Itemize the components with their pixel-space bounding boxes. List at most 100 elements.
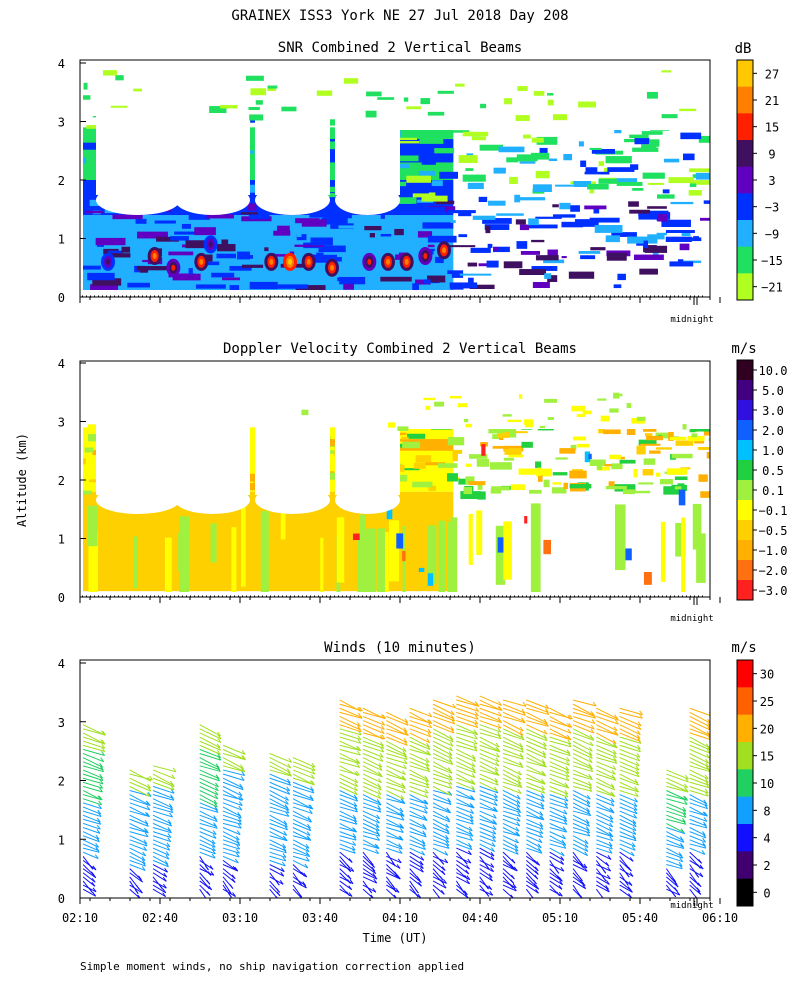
snr-cell <box>380 276 412 282</box>
snr-cell <box>589 217 620 223</box>
doppler-cell <box>570 444 577 451</box>
snr-cell <box>468 277 474 286</box>
wind-barb-flag <box>566 760 570 766</box>
wind-barb <box>222 835 240 844</box>
wind-barb-flag <box>375 826 380 832</box>
wind-barb-flag <box>609 818 614 823</box>
wind-barb-flag <box>285 812 290 817</box>
wind-barb <box>199 761 220 771</box>
wind-barb <box>269 851 287 858</box>
doppler-cell <box>547 417 554 420</box>
wind-barb-flag <box>450 726 455 731</box>
wind-barb <box>432 818 450 829</box>
wind-barb <box>479 753 500 763</box>
wind-barb-flag <box>608 827 613 832</box>
colorbar-swatch <box>737 540 753 561</box>
snr-cell <box>115 75 124 81</box>
doppler-cell <box>604 464 612 467</box>
wind-barb <box>83 781 103 789</box>
snr-cell <box>689 183 697 188</box>
snr-cell <box>643 240 649 248</box>
wind-barb-flag <box>492 829 497 835</box>
snr-cell <box>399 137 417 141</box>
wind-barb-flag <box>241 750 246 755</box>
snr-gap <box>255 185 330 215</box>
snr-cell <box>632 147 659 152</box>
wind-barb-flag <box>588 751 593 756</box>
wind-barb <box>666 864 683 870</box>
wind-barb <box>456 827 473 836</box>
wind-barb <box>689 707 710 716</box>
wind-barb <box>619 884 633 893</box>
wind-barb <box>222 851 240 858</box>
snr-midnight-label: midnight <box>670 315 713 325</box>
snr-cell <box>322 205 337 211</box>
wind-barb-flag <box>695 896 698 898</box>
wind-barb <box>689 827 706 836</box>
wind-barb <box>549 736 572 745</box>
doppler-cell <box>571 405 586 412</box>
wind-barb <box>666 818 686 825</box>
wind-barb <box>596 707 618 720</box>
y-tick-label: 1 <box>58 533 65 547</box>
wind-barb <box>572 736 594 747</box>
wind-barb <box>432 769 452 779</box>
wind-barb <box>152 798 173 809</box>
doppler-cell <box>666 468 687 475</box>
wind-barb <box>129 872 143 883</box>
doppler-cell <box>613 392 620 399</box>
wind-barb-flag <box>216 743 221 749</box>
wind-barb-flag <box>519 731 524 736</box>
wind-barb-flag <box>211 839 216 845</box>
wind-barb-flag <box>206 891 211 896</box>
wind-barb <box>339 765 359 777</box>
wind-barb <box>502 703 526 714</box>
wind-barb-flag <box>474 723 479 728</box>
snr-cell <box>168 251 194 256</box>
doppler-cell <box>489 462 512 470</box>
wind-barb <box>386 790 405 800</box>
colorbar-swatch <box>737 273 753 301</box>
y-tick-label: 3 <box>58 416 65 430</box>
wind-barb-flag <box>395 888 400 893</box>
wind-barb-flag <box>306 835 311 841</box>
snr-plot-area <box>83 62 710 297</box>
doppler-cell <box>677 483 685 489</box>
doppler-streak <box>402 526 406 597</box>
wind-barb <box>199 839 216 848</box>
doppler-cell <box>524 516 528 524</box>
colorbar-label: 8 <box>763 804 770 818</box>
wind-barb <box>362 744 384 753</box>
wind-barb <box>479 859 495 868</box>
wind-barb <box>83 785 103 793</box>
wind-barb <box>339 753 360 764</box>
wind-barb-flag <box>485 884 489 890</box>
wind-barb-flag <box>303 872 308 878</box>
snr-cell <box>589 147 602 150</box>
snr-core-peak <box>152 253 157 260</box>
wind-barb <box>502 728 524 739</box>
snr-cell <box>644 245 668 253</box>
wind-barb <box>549 790 569 798</box>
wind-barb <box>409 843 426 850</box>
wind-barb <box>479 732 502 740</box>
doppler-cell <box>597 398 607 401</box>
wind-barb-flag <box>142 851 147 857</box>
doppler-cell <box>508 454 524 458</box>
wind-barb-flag <box>634 797 638 803</box>
wind-barb <box>152 769 175 780</box>
snr-cell <box>584 205 607 210</box>
wind-barb <box>409 740 431 750</box>
wind-barb <box>152 884 167 894</box>
snr-cell <box>323 215 348 224</box>
wind-barb-flag <box>607 855 612 860</box>
snr-cell <box>516 241 528 249</box>
wind-barb <box>619 802 638 811</box>
doppler-cell <box>576 443 590 448</box>
snr-cell <box>316 252 324 256</box>
wind-barb-flag <box>425 765 430 770</box>
wind-barb-flag <box>610 783 615 788</box>
doppler-cell <box>468 481 486 486</box>
wind-barb <box>152 888 166 898</box>
wind-barb <box>432 888 441 898</box>
